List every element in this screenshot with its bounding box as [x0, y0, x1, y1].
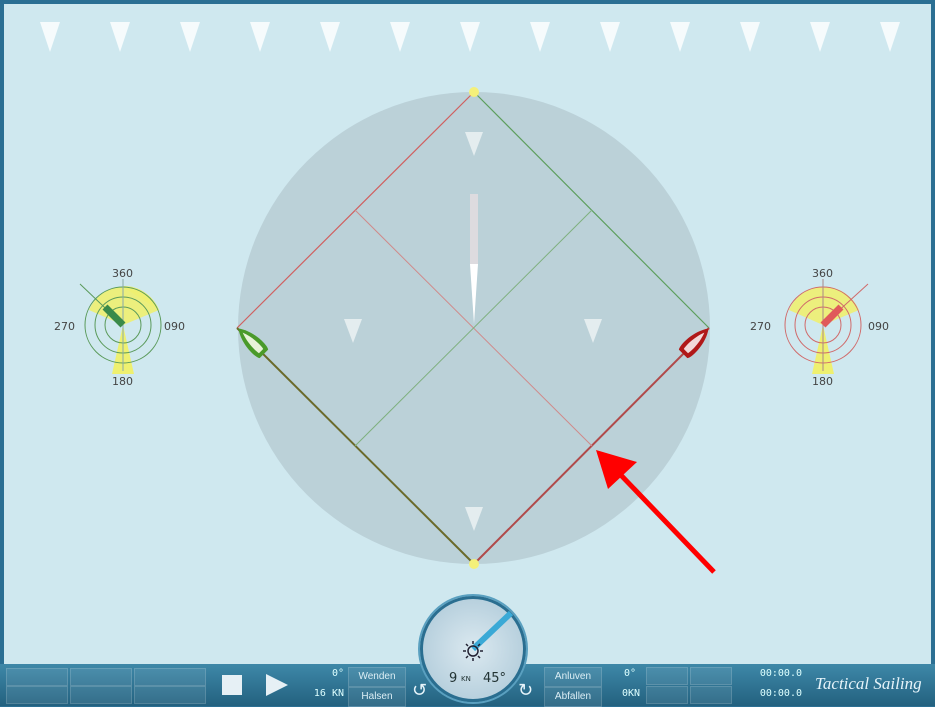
timer-bottom-readout: 00:00.0 — [759, 688, 802, 699]
wenden-button[interactable]: Wenden — [348, 667, 406, 687]
wind-arrow-icon — [180, 22, 200, 52]
wind-arrow-icon — [390, 22, 410, 52]
left-compass — [79, 279, 162, 374]
rotate-left-icon[interactable]: ↺ — [412, 680, 428, 701]
dial-speed: 9 — [449, 671, 458, 686]
left-compass-north-label: 360 — [112, 267, 133, 280]
right-heading-readout: 0° — [623, 668, 636, 679]
race-course-canvas[interactable]: 360 090 180 270 360 090 180 270 — [4, 4, 931, 664]
faded-button[interactable] — [134, 668, 206, 686]
faded-button[interactable] — [6, 686, 68, 704]
red-boat[interactable] — [678, 323, 714, 359]
wind-arrow-icon — [584, 319, 602, 343]
abfallen-button[interactable]: Abfallen — [544, 687, 602, 707]
right-compass-west-label: 270 — [750, 320, 771, 333]
faded-button[interactable] — [70, 686, 132, 704]
dial-angle: 45° — [483, 671, 507, 686]
wind-indicator-needle — [470, 264, 478, 324]
halsen-button[interactable]: Halsen — [348, 687, 406, 707]
faded-button[interactable] — [690, 667, 732, 685]
faded-button[interactable] — [646, 686, 688, 704]
wind-arrow-icon — [320, 22, 340, 52]
wind-arrow-icon — [460, 22, 480, 52]
wind-arrow-icon — [740, 22, 760, 52]
wind-arrow-icon — [880, 22, 900, 52]
green-boat[interactable] — [233, 323, 269, 359]
play-icon[interactable] — [266, 674, 288, 696]
course-diagram — [79, 87, 869, 574]
faded-button[interactable] — [6, 668, 68, 686]
anluven-button[interactable]: Anluven — [544, 667, 602, 687]
faded-button[interactable] — [646, 667, 688, 685]
left-compass-east-label: 090 — [164, 320, 185, 333]
wind-arrow-icon — [530, 22, 550, 52]
stop-icon[interactable] — [222, 675, 242, 695]
left-speed-readout: 16 KN — [313, 688, 344, 699]
wind-arrow-icon — [670, 22, 690, 52]
right-speed-readout: 0KN — [621, 688, 640, 699]
wind-arrow-icon — [810, 22, 830, 52]
left-compass-west-label: 270 — [54, 320, 75, 333]
faded-button[interactable] — [690, 686, 732, 704]
annotation-arrow — [596, 450, 716, 574]
timer-top-readout: 00:00.0 — [759, 668, 802, 679]
wind-arrow-icon — [465, 507, 483, 531]
sun-icon — [463, 641, 483, 661]
grid-line — [354, 209, 593, 447]
wind-arrow-icon — [40, 22, 60, 52]
rotate-right-icon[interactable]: ↻ — [518, 680, 534, 701]
brand-logo: Tactical Sailing — [815, 674, 922, 693]
wind-dial[interactable]: 9 KN 45° — [420, 596, 526, 702]
right-compass-north-label: 360 — [812, 267, 833, 280]
leeward-mark[interactable] — [469, 559, 479, 569]
wind-arrow-icon — [465, 132, 483, 156]
wind-arrow-icon — [110, 22, 130, 52]
windward-mark[interactable] — [469, 87, 479, 97]
right-compass-south-label: 180 — [812, 375, 833, 388]
wind-arrow-icon — [344, 319, 362, 343]
left-heading-readout: 0° — [331, 668, 344, 679]
wind-indicator — [470, 194, 478, 264]
dial-speed-unit: KN — [461, 675, 471, 683]
faded-button[interactable] — [134, 686, 206, 704]
right-compass-east-label: 090 — [868, 320, 889, 333]
right-compass — [784, 279, 869, 374]
wind-arrow-icon — [600, 22, 620, 52]
wind-direction-needle — [470, 610, 514, 652]
faded-button[interactable] — [70, 668, 132, 686]
left-compass-south-label: 180 — [112, 375, 133, 388]
wind-arrow-icon — [250, 22, 270, 52]
